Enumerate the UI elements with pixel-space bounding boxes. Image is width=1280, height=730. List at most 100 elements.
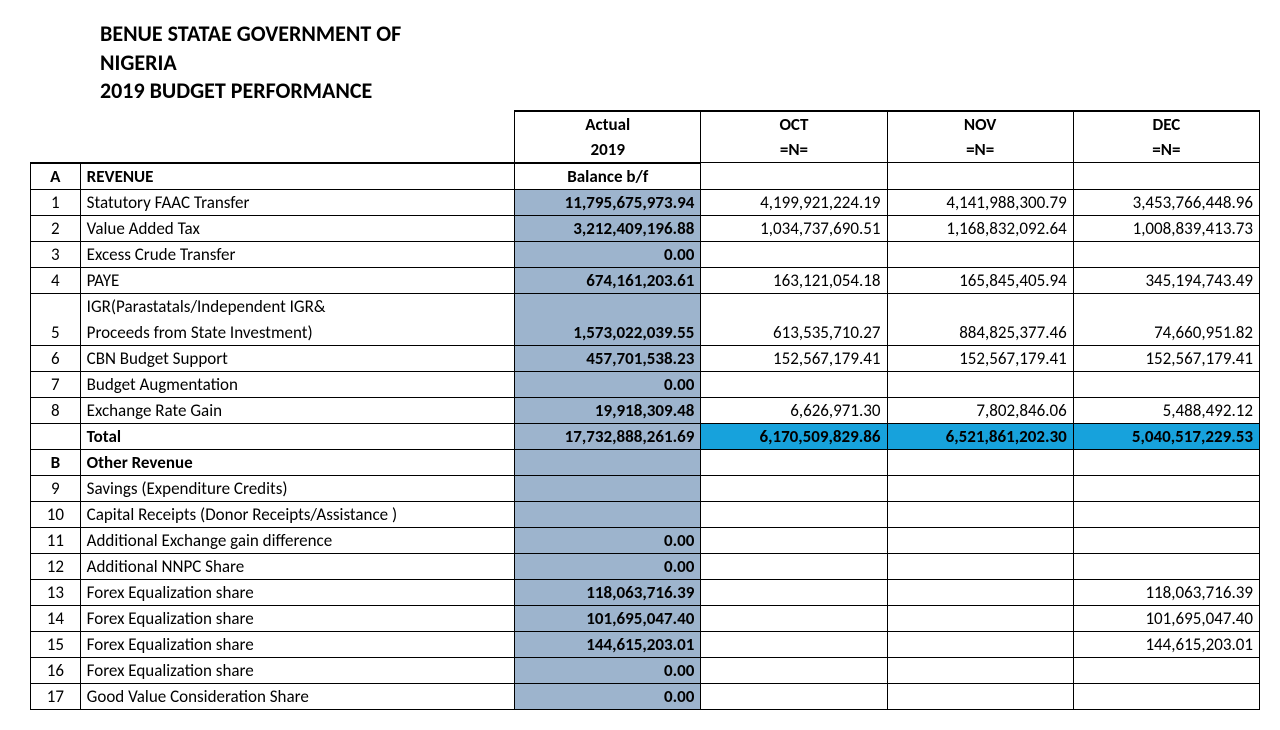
row-oct: 4,199,921,224.19 — [701, 189, 887, 215]
table-row: 10 Capital Receipts (Donor Receipts/Assi… — [31, 501, 1260, 527]
row-sn: 15 — [31, 631, 81, 657]
row-dec: 118,063,716.39 — [1073, 579, 1259, 605]
balance-bf-label: Balance b/f — [515, 163, 701, 190]
title-line-3: 2019 BUDGET PERFORMANCE — [100, 77, 1260, 106]
row-oct — [701, 683, 887, 709]
header-row-2: 2019 =N= =N= =N= — [31, 137, 1260, 163]
table-row: 13 Forex Equalization share 118,063,716.… — [31, 579, 1260, 605]
table-row: 11 Additional Exchange gain difference 0… — [31, 527, 1260, 553]
row-oct — [701, 631, 887, 657]
row-sn: 12 — [31, 553, 81, 579]
row-sn: 1 — [31, 189, 81, 215]
page-title: BENUE STATAE GOVERNMENT OF NIGERIA 2019 … — [100, 20, 1260, 106]
table-row: 9 Savings (Expenditure Credits) — [31, 475, 1260, 501]
row-oct: 1,034,737,690.51 — [701, 215, 887, 241]
section-a-label: REVENUE — [80, 163, 514, 190]
table-row: 2 Value Added Tax 3,212,409,196.88 1,034… — [31, 215, 1260, 241]
col-nov-bot: =N= — [887, 137, 1073, 163]
row-dec: 101,695,047.40 — [1073, 605, 1259, 631]
row-actual: 11,795,675,973.94 — [515, 189, 701, 215]
row-sn: 14 — [31, 605, 81, 631]
row-actual — [515, 475, 701, 501]
row-sn: 11 — [31, 527, 81, 553]
row-desc: Budget Augmentation — [80, 371, 514, 397]
row-nov: 884,825,377.46 — [887, 319, 1073, 345]
row-desc: Statutory FAAC Transfer — [80, 189, 514, 215]
row-desc: Forex Equalization share — [80, 579, 514, 605]
table-row: 17 Good Value Consideration Share 0.00 — [31, 683, 1260, 709]
table-row: 6 CBN Budget Support 457,701,538.23 152,… — [31, 345, 1260, 371]
row-oct — [701, 579, 887, 605]
table-row: 5 Proceeds from State Investment) 1,573,… — [31, 319, 1260, 345]
row-dec: 1,008,839,413.73 — [1073, 215, 1259, 241]
row-dec: 5,488,492.12 — [1073, 397, 1259, 423]
row-oct: 613,535,710.27 — [701, 319, 887, 345]
table-row: 8 Exchange Rate Gain 19,918,309.48 6,626… — [31, 397, 1260, 423]
row-nov: 165,845,405.94 — [887, 267, 1073, 293]
row-dec — [1073, 501, 1259, 527]
row-sn: 4 — [31, 267, 81, 293]
row-nov — [887, 579, 1073, 605]
row-sn: 5 — [31, 319, 81, 345]
row-actual — [515, 293, 701, 319]
row-dec — [1073, 475, 1259, 501]
row-desc: Excess Crude Transfer — [80, 241, 514, 267]
row-actual: 0.00 — [515, 553, 701, 579]
row-desc: Forex Equalization share — [80, 605, 514, 631]
title-line-2: NIGERIA — [100, 49, 1260, 78]
row-nov — [887, 241, 1073, 267]
row-actual: 118,063,716.39 — [515, 579, 701, 605]
row-sn: 16 — [31, 657, 81, 683]
row-desc: Value Added Tax — [80, 215, 514, 241]
row-actual: 101,695,047.40 — [515, 605, 701, 631]
row-nov — [887, 371, 1073, 397]
header-row-1: Actual OCT NOV DEC — [31, 111, 1260, 137]
table-row: IGR(Parastatals/Independent IGR& — [31, 293, 1260, 319]
row-dec: 152,567,179.41 — [1073, 345, 1259, 371]
row-oct — [701, 501, 887, 527]
section-b-row: B Other Revenue — [31, 449, 1260, 475]
row-actual — [515, 449, 701, 475]
row-sn: 3 — [31, 241, 81, 267]
row-sn: 13 — [31, 579, 81, 605]
row-desc: Proceeds from State Investment) — [80, 319, 514, 345]
row-dec — [1073, 527, 1259, 553]
table-row: 12 Additional NNPC Share 0.00 — [31, 553, 1260, 579]
row-oct — [701, 553, 887, 579]
col-oct-top: OCT — [701, 111, 887, 137]
row-actual: 1,573,022,039.55 — [515, 319, 701, 345]
row-sn: 17 — [31, 683, 81, 709]
title-line-1: BENUE STATAE GOVERNMENT OF — [100, 20, 1260, 49]
row-oct — [701, 371, 887, 397]
row-dec: 345,194,743.49 — [1073, 267, 1259, 293]
row-oct: 163,121,054.18 — [701, 267, 887, 293]
row-dec — [1073, 657, 1259, 683]
row-nov — [887, 293, 1073, 319]
table-row: 16 Forex Equalization share 0.00 — [31, 657, 1260, 683]
col-actual-top: Actual — [515, 111, 701, 137]
row-dec — [1073, 371, 1259, 397]
budget-table: Actual OCT NOV DEC 2019 =N= =N= =N= A RE… — [30, 110, 1260, 710]
row-oct — [701, 293, 887, 319]
total-nov: 6,521,861,202.30 — [887, 423, 1073, 449]
col-dec-top: DEC — [1073, 111, 1259, 137]
col-actual-bot: 2019 — [515, 137, 701, 163]
row-desc: Forex Equalization share — [80, 631, 514, 657]
row-desc: CBN Budget Support — [80, 345, 514, 371]
row-sn: 8 — [31, 397, 81, 423]
row-dec — [1073, 241, 1259, 267]
row-nov: 7,802,846.06 — [887, 397, 1073, 423]
row-sn — [31, 423, 81, 449]
total-oct: 6,170,509,829.86 — [701, 423, 887, 449]
total-dec: 5,040,517,229.53 — [1073, 423, 1259, 449]
row-nov — [887, 501, 1073, 527]
row-dec: 74,660,951.82 — [1073, 319, 1259, 345]
row-desc: Exchange Rate Gain — [80, 397, 514, 423]
row-actual: 144,615,203.01 — [515, 631, 701, 657]
row-nov — [887, 683, 1073, 709]
row-nov — [887, 631, 1073, 657]
row-desc: Additional Exchange gain difference — [80, 527, 514, 553]
row-desc: IGR(Parastatals/Independent IGR& — [80, 293, 514, 319]
row-nov — [887, 605, 1073, 631]
row-actual: 457,701,538.23 — [515, 345, 701, 371]
